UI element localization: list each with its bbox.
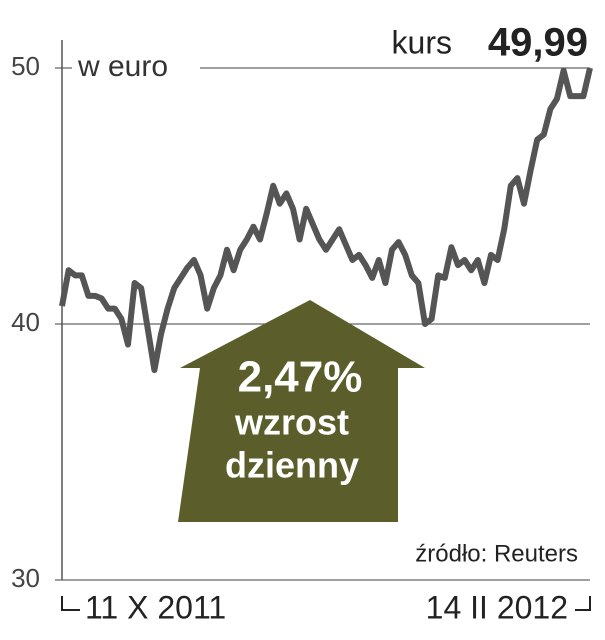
- value-label: 49,99: [488, 21, 588, 65]
- source: źródło: Reuters: [415, 540, 578, 567]
- label-bg: [72, 52, 200, 84]
- y-tick-label: 30: [11, 563, 40, 593]
- y-tick-label: 50: [11, 51, 40, 81]
- annotation-line: dzienny: [225, 445, 359, 486]
- line: [59, 67, 593, 374]
- annotation-value: 2,47%: [238, 353, 363, 402]
- y-tick-label: 40: [11, 307, 40, 337]
- x-bracket: [61, 596, 591, 611]
- x-tick-label: 14 II 2012: [426, 589, 568, 625]
- arrow: [178, 300, 425, 522]
- x-tick-label: 11 X 2011: [85, 589, 226, 625]
- annotation-line: wzrost: [234, 402, 349, 443]
- y-axis-label: w euro: [77, 50, 168, 83]
- chart-title: kurs: [392, 24, 452, 60]
